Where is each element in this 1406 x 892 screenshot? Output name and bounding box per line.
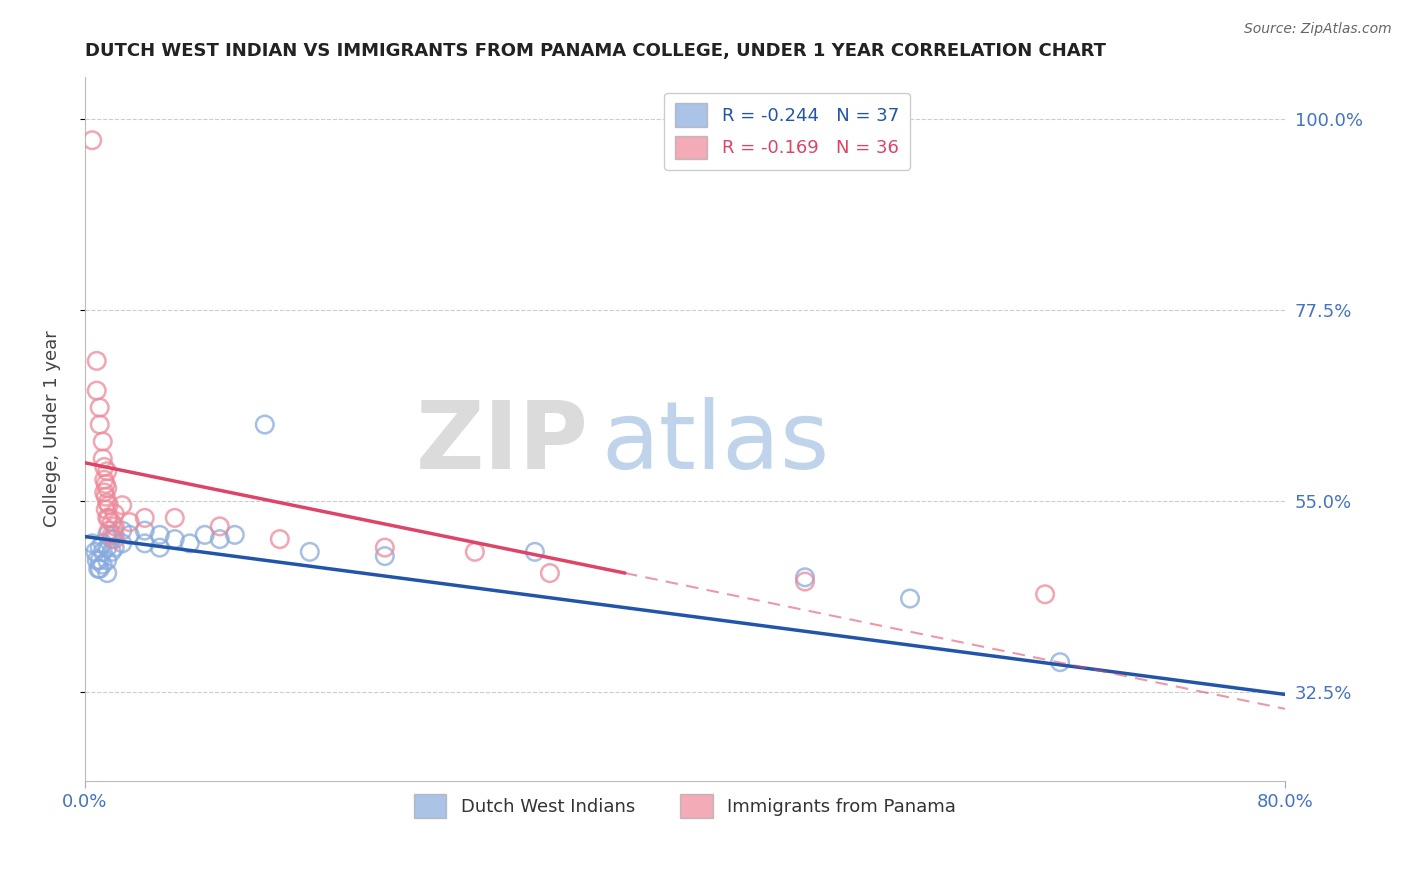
Point xyxy=(91,558,114,572)
Point xyxy=(89,553,111,567)
Point xyxy=(269,532,291,546)
Point xyxy=(149,528,172,542)
Point xyxy=(93,485,115,500)
Point xyxy=(104,528,127,542)
Point xyxy=(224,528,246,542)
Point xyxy=(87,562,110,576)
Point xyxy=(86,354,108,368)
Point xyxy=(93,460,115,475)
Point xyxy=(149,541,172,555)
Point xyxy=(91,434,114,449)
Point xyxy=(134,511,156,525)
Point xyxy=(91,545,114,559)
Point xyxy=(100,515,122,529)
Point xyxy=(298,545,321,559)
Text: DUTCH WEST INDIAN VS IMMIGRANTS FROM PANAMA COLLEGE, UNDER 1 YEAR CORRELATION CH: DUTCH WEST INDIAN VS IMMIGRANTS FROM PAN… xyxy=(84,42,1105,60)
Point xyxy=(94,502,117,516)
Point xyxy=(163,532,186,546)
Point xyxy=(208,519,231,533)
Point xyxy=(89,541,111,555)
Point xyxy=(111,536,134,550)
Point xyxy=(93,473,115,487)
Point xyxy=(111,498,134,512)
Point xyxy=(96,495,118,509)
Point xyxy=(91,536,114,550)
Point xyxy=(96,566,118,580)
Text: ZIP: ZIP xyxy=(416,397,589,489)
Point xyxy=(374,549,396,563)
Point xyxy=(96,528,118,542)
Point xyxy=(1033,587,1056,601)
Point xyxy=(104,532,127,546)
Point xyxy=(94,477,117,491)
Point xyxy=(96,511,118,525)
Point xyxy=(89,401,111,415)
Point xyxy=(82,133,104,147)
Point xyxy=(86,384,108,398)
Point xyxy=(118,528,141,542)
Point xyxy=(118,515,141,529)
Point xyxy=(1049,655,1071,669)
Point xyxy=(96,481,118,495)
Y-axis label: College, Under 1 year: College, Under 1 year xyxy=(44,330,60,527)
Point xyxy=(898,591,921,606)
Point xyxy=(89,562,111,576)
Point xyxy=(86,553,108,567)
Point xyxy=(134,524,156,538)
Point xyxy=(82,536,104,550)
Point xyxy=(94,490,117,504)
Point xyxy=(374,541,396,555)
Point xyxy=(208,532,231,546)
Point xyxy=(794,574,817,589)
Point xyxy=(96,541,118,555)
Text: Source: ZipAtlas.com: Source: ZipAtlas.com xyxy=(1244,22,1392,37)
Point xyxy=(134,536,156,550)
Text: atlas: atlas xyxy=(600,397,830,489)
Point xyxy=(179,536,201,550)
Point xyxy=(97,498,120,512)
Point xyxy=(96,553,118,567)
Point xyxy=(97,524,120,538)
Point xyxy=(163,511,186,525)
Point xyxy=(104,541,127,555)
Point xyxy=(89,417,111,432)
Point xyxy=(84,545,107,559)
Point xyxy=(97,511,120,525)
Point xyxy=(523,545,546,559)
Point xyxy=(194,528,217,542)
Legend: Dutch West Indians, Immigrants from Panama: Dutch West Indians, Immigrants from Pana… xyxy=(406,787,963,825)
Point xyxy=(104,519,127,533)
Point xyxy=(794,570,817,584)
Point xyxy=(91,451,114,466)
Point xyxy=(253,417,276,432)
Point xyxy=(104,507,127,521)
Point xyxy=(100,528,122,542)
Point xyxy=(96,464,118,478)
Point xyxy=(100,532,122,546)
Point xyxy=(111,524,134,538)
Point xyxy=(538,566,561,580)
Point xyxy=(464,545,486,559)
Point xyxy=(100,545,122,559)
